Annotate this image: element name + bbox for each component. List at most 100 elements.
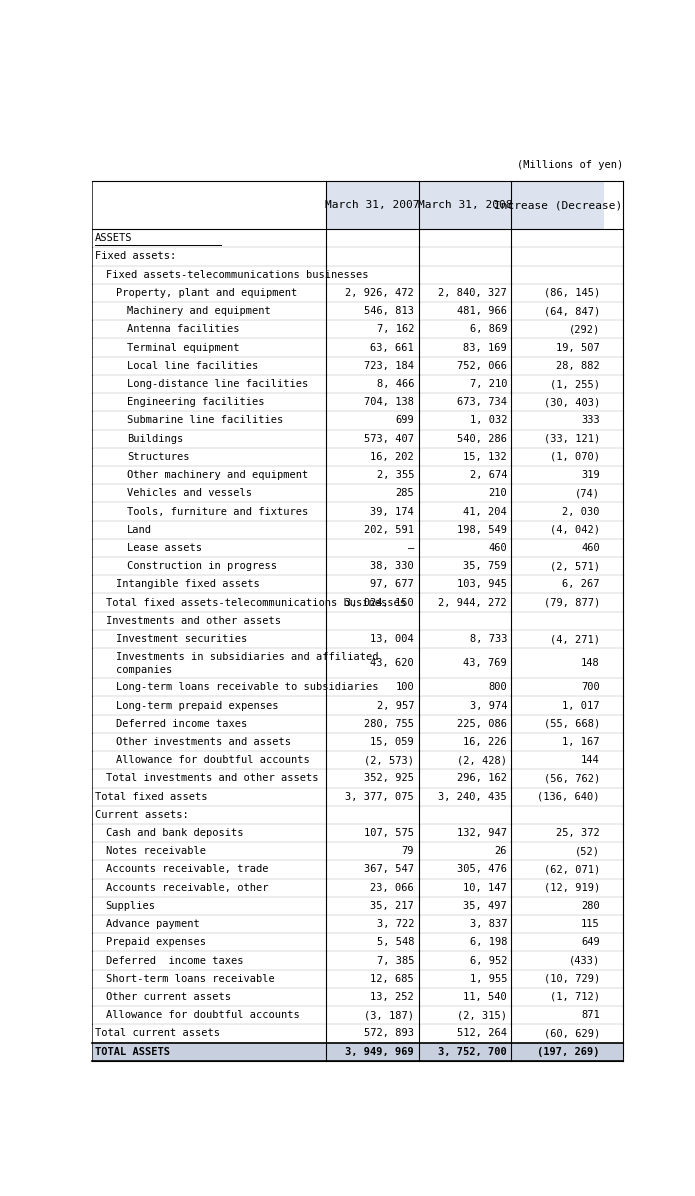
Text: 699: 699 [395,415,414,426]
Bar [418,182,512,230]
Text: 63, 661: 63, 661 [370,342,414,353]
Text: 2, 355: 2, 355 [377,470,414,480]
Text: Fixed assets:: Fixed assets: [95,251,177,262]
Text: 11, 540: 11, 540 [464,991,507,1002]
Text: Structures: Structures [126,452,189,462]
Text: 1, 167: 1, 167 [562,737,600,748]
Text: 144: 144 [581,755,600,765]
Text: 333: 333 [581,415,600,426]
Text: (12, 919): (12, 919) [543,883,600,892]
Text: Land: Land [126,525,152,535]
Text: Advance payment: Advance payment [106,920,199,929]
Text: Long-term loans receivable to subsidiaries: Long-term loans receivable to subsidiari… [116,682,379,692]
Text: Engineering facilities: Engineering facilities [126,397,264,407]
Text: Total fixed assets-telecommunications businesses: Total fixed assets-telecommunications bu… [106,598,406,608]
Text: (52): (52) [575,847,600,856]
Text: 1, 017: 1, 017 [562,701,600,710]
Text: Vehicles and vessels: Vehicles and vessels [126,488,252,499]
Text: 7, 210: 7, 210 [470,379,507,389]
Text: 35, 497: 35, 497 [464,901,507,911]
Text: Construction in progress: Construction in progress [126,561,277,572]
Text: 752, 066: 752, 066 [457,361,507,371]
Text: 7, 162: 7, 162 [377,324,414,335]
Text: Supplies: Supplies [106,901,156,911]
Text: 26: 26 [495,847,507,856]
Text: 2, 957: 2, 957 [377,701,414,710]
Text: 7, 385: 7, 385 [377,956,414,965]
Bar [92,1043,623,1061]
Text: 132, 947: 132, 947 [457,828,507,838]
Text: 723, 184: 723, 184 [364,361,414,371]
Text: Notes receivable: Notes receivable [106,847,206,856]
Text: 3, 837: 3, 837 [470,920,507,929]
Text: Buildings: Buildings [126,434,183,444]
Text: 39, 174: 39, 174 [370,507,414,517]
Text: Lease assets: Lease assets [126,543,202,553]
Text: 43, 620: 43, 620 [370,658,414,669]
Text: 25, 372: 25, 372 [556,828,600,838]
Text: 15, 059: 15, 059 [370,737,414,748]
Text: 13, 004: 13, 004 [370,634,414,643]
Text: Allowance for doubtful accounts: Allowance for doubtful accounts [116,755,310,765]
Text: 8, 466: 8, 466 [377,379,414,389]
Text: Property, plant and equipment: Property, plant and equipment [116,288,297,298]
Text: Short-term loans receivable: Short-term loans receivable [106,974,275,984]
Text: 35, 217: 35, 217 [370,901,414,911]
Text: 704, 138: 704, 138 [364,397,414,407]
Text: 280, 755: 280, 755 [364,719,414,728]
Text: (30, 403): (30, 403) [543,397,600,407]
Text: 540, 286: 540, 286 [457,434,507,444]
Text: Other machinery and equipment: Other machinery and equipment [126,470,308,480]
Text: 319: 319 [581,470,600,480]
Text: 198, 549: 198, 549 [457,525,507,535]
Text: 35, 759: 35, 759 [464,561,507,572]
Text: 2, 926, 472: 2, 926, 472 [345,288,414,298]
Text: Intangible fixed assets: Intangible fixed assets [116,579,260,590]
Text: 460: 460 [489,543,507,553]
Text: 573, 407: 573, 407 [364,434,414,444]
Text: (60, 629): (60, 629) [543,1029,600,1038]
Text: 800: 800 [489,682,507,692]
Text: Deferred income taxes: Deferred income taxes [116,719,247,728]
Text: Submarine line facilities: Submarine line facilities [126,415,283,426]
Text: Current assets:: Current assets: [95,810,189,819]
Text: 352, 925: 352, 925 [364,774,414,783]
Text: Accounts receivable, trade: Accounts receivable, trade [106,865,268,874]
Text: 2, 030: 2, 030 [562,507,600,517]
Text: 16, 226: 16, 226 [464,737,507,748]
Text: 285: 285 [395,488,414,499]
Text: Cash and bank deposits: Cash and bank deposits [106,828,243,838]
Text: Prepaid expenses: Prepaid expenses [106,938,206,947]
Text: 15, 132: 15, 132 [464,452,507,462]
Text: 12, 685: 12, 685 [370,974,414,984]
Text: 572, 893: 572, 893 [364,1029,414,1038]
Text: 13, 252: 13, 252 [370,991,414,1002]
Text: 673, 734: 673, 734 [457,397,507,407]
Text: 10, 147: 10, 147 [464,883,507,892]
Text: (64, 847): (64, 847) [543,306,600,316]
Text: (136, 640): (136, 640) [537,792,600,801]
Text: 481, 966: 481, 966 [457,306,507,316]
Text: 202, 591: 202, 591 [364,525,414,535]
Text: 210: 210 [489,488,507,499]
Text: 280: 280 [581,901,600,911]
Text: companies: companies [116,665,172,675]
Text: 16, 202: 16, 202 [370,452,414,462]
Text: 19, 507: 19, 507 [556,342,600,353]
Text: (10, 729): (10, 729) [543,974,600,984]
Text: TOTAL ASSETS: TOTAL ASSETS [95,1046,170,1056]
Text: 3, 024, 150: 3, 024, 150 [345,598,414,608]
Text: 5, 548: 5, 548 [377,938,414,947]
Text: (62, 071): (62, 071) [543,865,600,874]
Text: 2, 944, 272: 2, 944, 272 [439,598,507,608]
Text: 296, 162: 296, 162 [457,774,507,783]
Text: 107, 575: 107, 575 [364,828,414,838]
Text: Terminal equipment: Terminal equipment [126,342,239,353]
Bar [326,182,418,230]
Text: ASSETS: ASSETS [95,233,133,243]
Text: (4, 271): (4, 271) [550,634,600,643]
Text: 3, 722: 3, 722 [377,920,414,929]
Text: Allowance for doubtful accounts: Allowance for doubtful accounts [106,1011,300,1020]
Text: (2, 315): (2, 315) [457,1011,507,1020]
Text: Local line facilities: Local line facilities [126,361,258,371]
